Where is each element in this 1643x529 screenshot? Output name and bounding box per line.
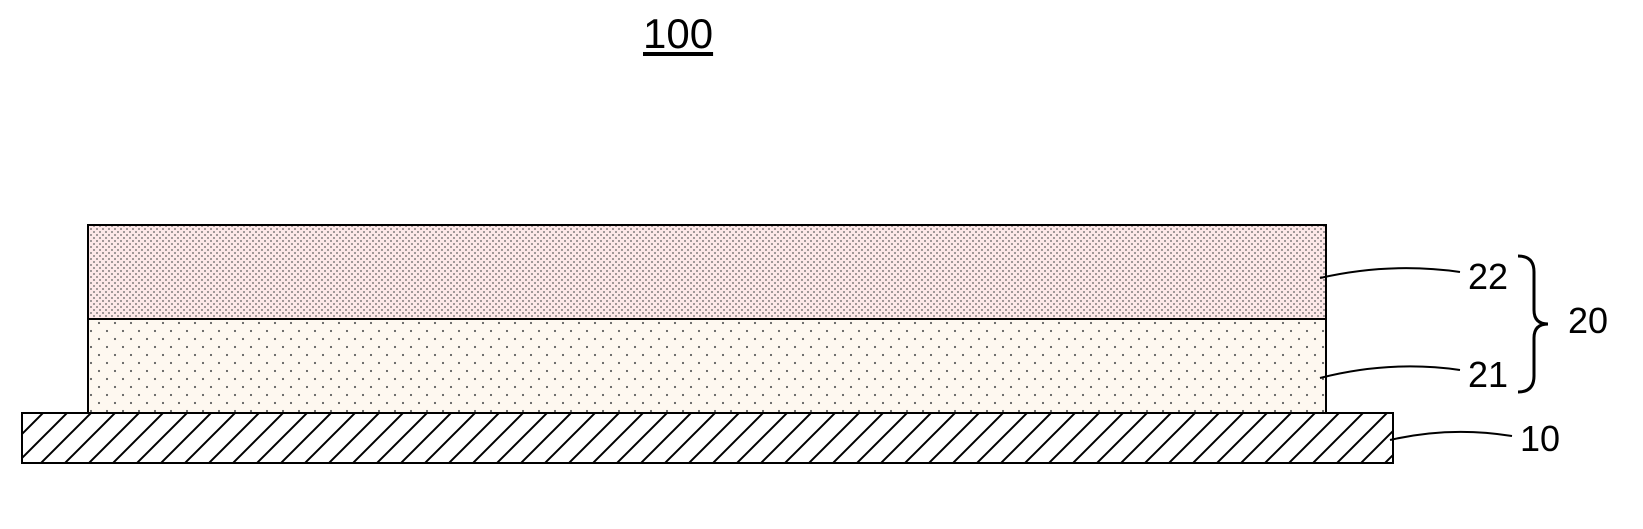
layer-22 (88, 225, 1326, 319)
leader-22 (1320, 268, 1460, 278)
label-20: 20 (1568, 300, 1608, 342)
layer-10 (22, 413, 1393, 463)
label-22: 22 (1468, 256, 1508, 298)
diagram-svg (0, 0, 1643, 529)
layer-21 (88, 319, 1326, 413)
label-10: 10 (1520, 418, 1560, 460)
bracket-20 (1518, 256, 1548, 392)
label-21: 21 (1468, 354, 1508, 396)
leader-21 (1320, 366, 1460, 378)
leader-10 (1390, 432, 1512, 440)
